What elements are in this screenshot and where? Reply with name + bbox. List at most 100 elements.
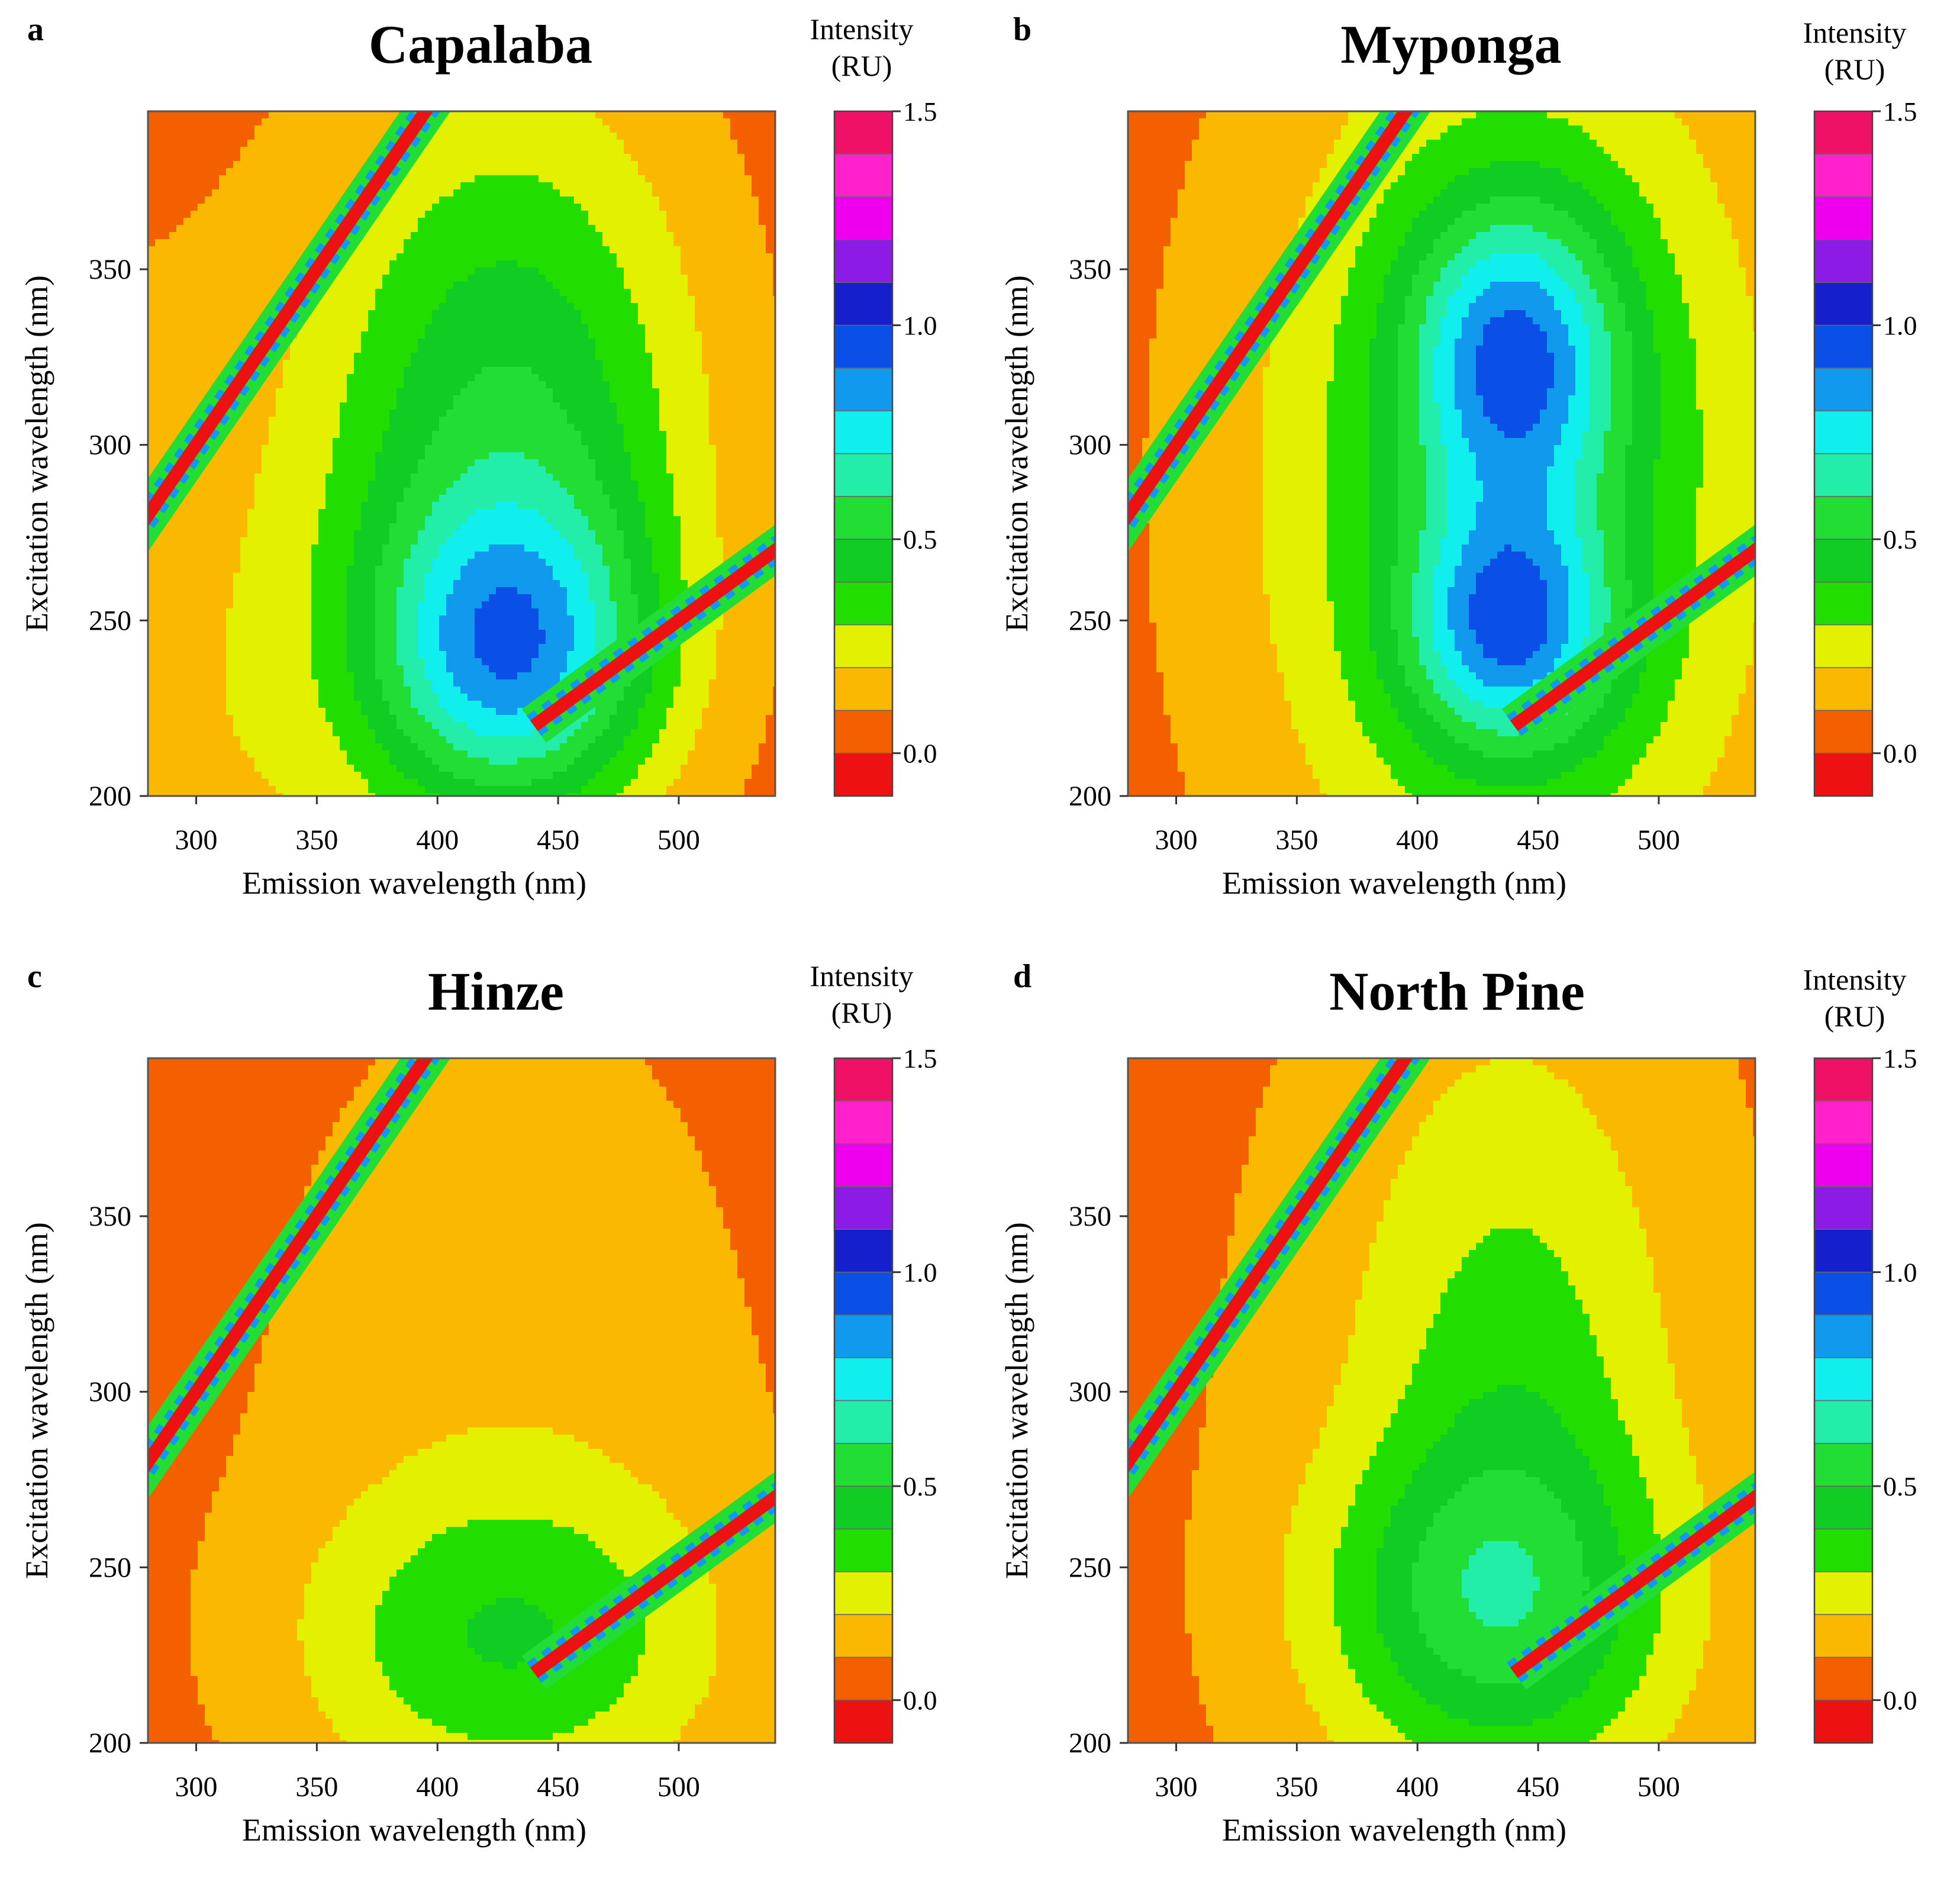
colorbar-level: [834, 282, 892, 325]
colorbar-level: [1814, 411, 1872, 453]
colorbar-level: [1814, 1058, 1872, 1101]
x-axis-label: Emission wavelength (nm): [1222, 1812, 1566, 1848]
y-tick-label: 200: [1069, 781, 1111, 812]
colorbar-tick-label: 1.0: [1883, 311, 1917, 341]
y-tick-label: 300: [89, 1377, 131, 1408]
y-tick-label: 200: [1069, 1728, 1111, 1759]
x-tick-label: 450: [1517, 824, 1559, 856]
colorbar-level: [834, 1272, 892, 1315]
x-tick-label: 400: [1396, 824, 1439, 856]
colorbar-level: [1814, 1486, 1872, 1529]
colorbar-level: [1814, 240, 1872, 282]
colorbar-level: [1814, 582, 1872, 624]
colorbar-tick-label: 0.5: [1883, 1471, 1917, 1501]
colorbar-level: [834, 454, 892, 497]
colorbar-level: [834, 753, 892, 796]
y-tick-label: 350: [89, 1201, 131, 1232]
colorbar: 0.00.51.01.5: [1814, 96, 1917, 796]
colorbar: 0.0 0.5 1.0 1.5: [834, 1043, 937, 1743]
colorbar-level: [834, 1144, 892, 1187]
colorbar-level: [1814, 282, 1872, 325]
colorbar-tick-label: 1.5: [1883, 96, 1917, 127]
intensity-field: [1128, 1058, 1761, 1748]
colorbar-level: [1814, 1401, 1872, 1443]
colorbar-level: [834, 1572, 892, 1614]
colorbar-level: [834, 1486, 892, 1529]
colorbar-level: [834, 154, 892, 196]
colorbar-level: [1814, 197, 1872, 240]
colorbar-level: [834, 1229, 892, 1272]
x-tick-label: 500: [1637, 824, 1680, 856]
colorbar-tick-label: 1.0: [903, 1258, 937, 1288]
colorbar-tick-label: 1.5: [903, 96, 937, 127]
colorbar-level: [1814, 454, 1872, 497]
y-tick-label: 300: [89, 430, 131, 461]
colorbar-tick-label: 1.5: [1883, 1043, 1917, 1074]
y-tick-label: 200: [89, 1728, 131, 1759]
colorbar-level: [834, 1358, 892, 1400]
colorbar-level: [1814, 1315, 1872, 1358]
colorbar-level: [834, 539, 892, 582]
colorbar-level: [834, 1443, 892, 1486]
colorbar-level: [1814, 710, 1872, 753]
colorbar-level: [1814, 1144, 1872, 1187]
x-tick-label: 500: [1637, 1771, 1680, 1803]
y-tick-label: 250: [1069, 1552, 1111, 1583]
colorbar-tick-label: 0.0: [1883, 739, 1917, 769]
colorbar-level: [834, 497, 892, 539]
colorbar-level: [834, 668, 892, 710]
colorbar-level: [1814, 1657, 1872, 1700]
y-tick-label: 350: [89, 254, 131, 285]
x-tick-label: 350: [295, 1771, 338, 1803]
colorbar-level: [834, 1529, 892, 1571]
colorbar-level: [1814, 1572, 1872, 1614]
colorbar-level: [1814, 1358, 1872, 1400]
x-tick-label: 500: [657, 1771, 700, 1803]
colorbar-level: [834, 710, 892, 753]
colorbar-level: [834, 197, 892, 240]
y-tick-label: 250: [89, 1552, 131, 1583]
x-tick-label: 300: [1155, 1771, 1198, 1803]
colorbar-tick-label: 0.5: [903, 1471, 937, 1501]
colorbar-level: [834, 625, 892, 668]
colorbar-level: [834, 1657, 892, 1700]
x-tick-label: 400: [416, 824, 459, 856]
x-tick-label: 300: [175, 1771, 218, 1803]
colorbar-level: [1814, 1101, 1872, 1143]
colorbar-level: [1814, 154, 1872, 196]
y-tick-label: 200: [89, 781, 131, 812]
x-tick-label: 400: [416, 1771, 459, 1803]
colorbar-level: [834, 1700, 892, 1743]
x-tick-label: 350: [1275, 1771, 1318, 1803]
colorbar-level: [1814, 753, 1872, 796]
colorbar: 0.00.51.01.5: [834, 96, 937, 796]
x-tick-label: 350: [1275, 824, 1318, 856]
colorbar-level: [834, 582, 892, 624]
colorbar-tick-label: 1.0: [1883, 1258, 1917, 1288]
x-axis-label: Emission wavelength (nm): [242, 865, 586, 901]
colorbar-level: [834, 1187, 892, 1229]
y-axis-label: Excitation wavelength (nm): [19, 1222, 54, 1579]
colorbar-level: [1814, 1443, 1872, 1486]
colorbar-tick-label: 1.5: [903, 1043, 937, 1074]
colorbar-level: [834, 1058, 892, 1101]
colorbar-level: [1814, 326, 1872, 368]
x-tick-label: 450: [537, 1771, 579, 1803]
x-tick-label: 350: [295, 824, 338, 856]
x-tick-label: 400: [1396, 1771, 1439, 1803]
colorbar-level: [1814, 1272, 1872, 1315]
colorbar-level: [1814, 668, 1872, 710]
colorbar-level: [1814, 1614, 1872, 1657]
colorbar-level: [834, 411, 892, 453]
x-tick-label: 450: [537, 824, 579, 856]
colorbar-tick-label: 0.0: [903, 739, 937, 769]
colorbar-tick-label: 0.0: [903, 1686, 937, 1716]
y-tick-label: 250: [1069, 605, 1111, 636]
colorbar-level: [834, 1315, 892, 1358]
